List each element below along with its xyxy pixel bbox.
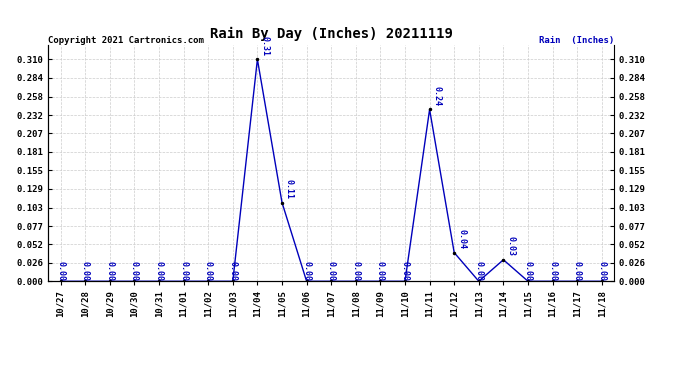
Text: 0.00: 0.00 — [524, 261, 533, 280]
Text: 0.24: 0.24 — [433, 86, 442, 106]
Text: 0.00: 0.00 — [106, 261, 115, 280]
Text: Copyright 2021 Cartronics.com: Copyright 2021 Cartronics.com — [48, 36, 204, 45]
Text: 0.00: 0.00 — [302, 261, 311, 280]
Title: Rain By Day (Inches) 20211119: Rain By Day (Inches) 20211119 — [210, 27, 453, 41]
Text: Rain  (Inches): Rain (Inches) — [539, 36, 614, 45]
Text: 0.00: 0.00 — [56, 261, 65, 280]
Text: 0.00: 0.00 — [400, 261, 409, 280]
Text: 0.00: 0.00 — [351, 261, 360, 280]
Text: 0.00: 0.00 — [204, 261, 213, 280]
Text: 0.31: 0.31 — [260, 36, 269, 56]
Text: 0.00: 0.00 — [179, 261, 188, 280]
Text: 0.00: 0.00 — [326, 261, 336, 280]
Text: 0.00: 0.00 — [130, 261, 139, 280]
Text: 0.00: 0.00 — [376, 261, 385, 280]
Text: 0.00: 0.00 — [598, 261, 607, 280]
Text: 0.00: 0.00 — [155, 261, 164, 280]
Text: 0.03: 0.03 — [506, 236, 515, 256]
Text: 0.00: 0.00 — [573, 261, 582, 280]
Text: 0.11: 0.11 — [285, 179, 294, 199]
Text: 0.00: 0.00 — [548, 261, 557, 280]
Text: 0.00: 0.00 — [81, 261, 90, 280]
Text: 0.04: 0.04 — [457, 229, 466, 249]
Text: 0.00: 0.00 — [474, 261, 483, 280]
Text: 0.00: 0.00 — [228, 261, 237, 280]
